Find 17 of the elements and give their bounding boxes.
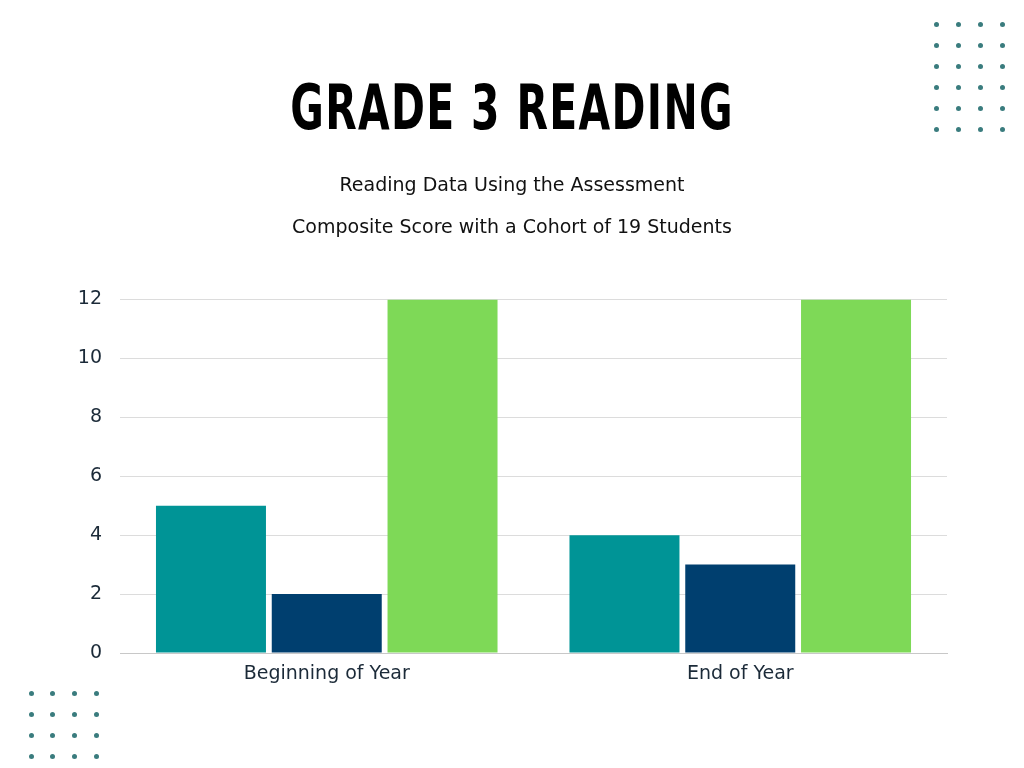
y-tick-label: 6 [89,463,102,486]
y-tick-label: 4 [89,522,102,545]
x-tick-label: End of Year [686,661,794,684]
bar [801,299,912,653]
y-tick-label: 8 [89,404,102,427]
y-tick-label: 10 [77,345,102,368]
x-tick-label: Beginning of Year [243,661,411,684]
bar [685,564,796,653]
bar [569,535,680,653]
y-tick-label: 2 [89,581,102,603]
chart-subtitle: Reading Data Using the Assessment Composite Score with a Cohort of 19 Students [291,172,733,239]
y-tick-label: 12 [77,286,102,309]
bar [271,594,382,653]
bar [155,505,266,653]
bar [387,299,498,653]
y-tick-label: 0 [89,639,102,662]
chart-title: GRADE 3 READING [290,71,734,144]
